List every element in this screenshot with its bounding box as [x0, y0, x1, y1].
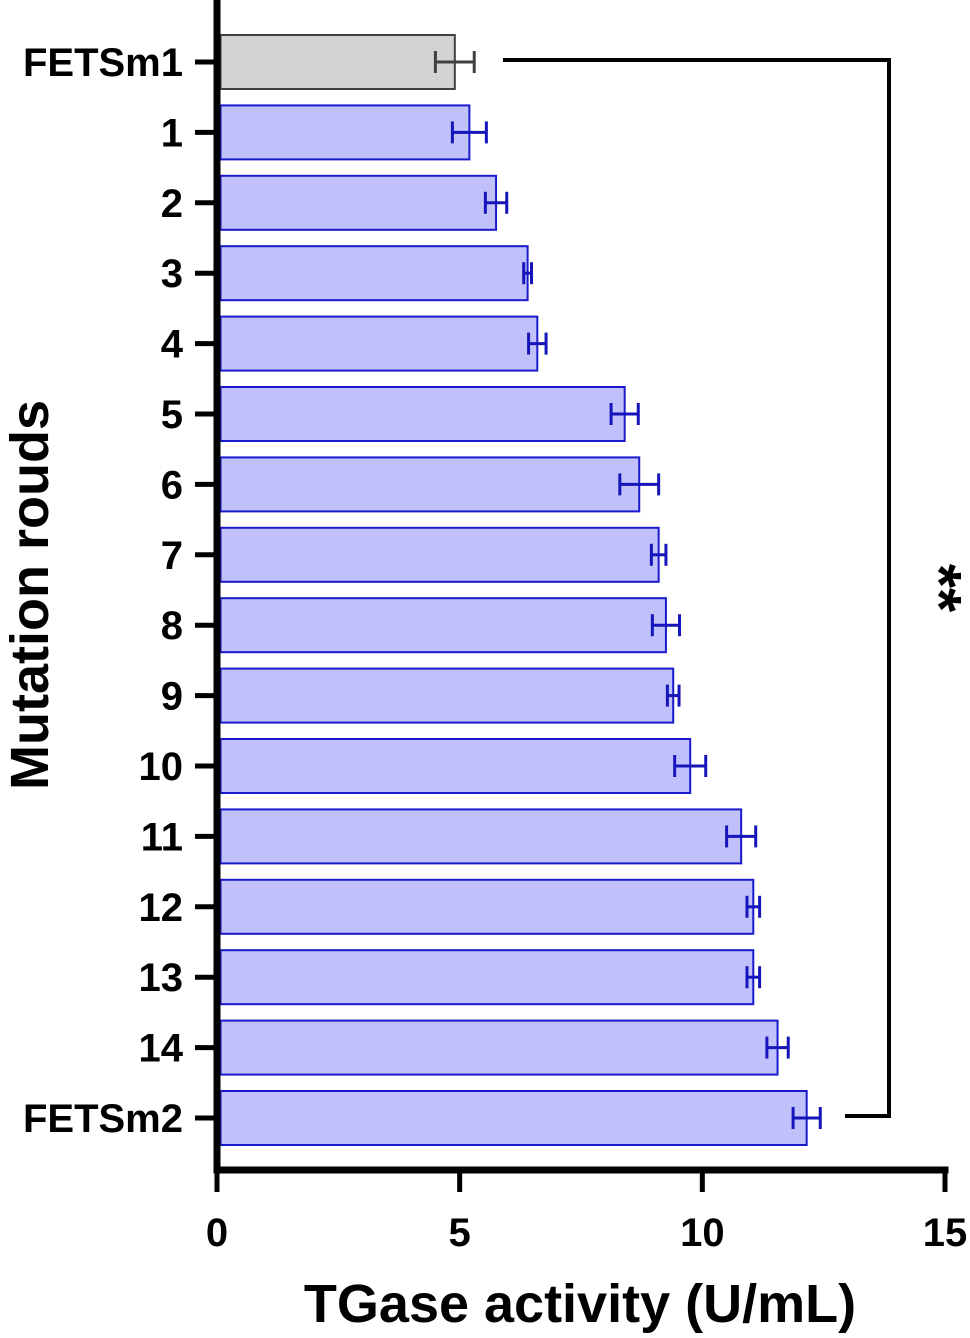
y-tick-label: 10: [139, 745, 184, 789]
y-tick-label: 14: [139, 1027, 184, 1071]
y-tick-label: 1: [161, 111, 183, 155]
y-tick-label: 8: [161, 604, 183, 648]
bar-2: [219, 174, 498, 231]
error-bar-6: [618, 473, 661, 496]
bar-3: [219, 245, 529, 302]
error-bar-FETSm2: [791, 1107, 822, 1129]
error-bar-12: [745, 895, 762, 918]
significance-bracket: [503, 58, 891, 1118]
y-tick-label: FETSm1: [23, 41, 183, 85]
bar-9: [219, 667, 675, 724]
y-tick-label: 3: [161, 252, 183, 296]
error-bars-group: [433, 51, 822, 1129]
error-bar-4: [527, 332, 548, 355]
bar-10: [219, 738, 692, 794]
error-bar-5: [609, 403, 640, 425]
error-bar-7: [649, 543, 668, 566]
y-tick-label: 4: [161, 323, 184, 367]
y-tick-label: 6: [161, 463, 183, 507]
bar-FETSm2: [219, 1090, 808, 1146]
y-tick-label: FETSm2: [23, 1097, 183, 1141]
y-axis-title: Mutation rouds: [0, 400, 60, 790]
error-bar-FETSm1: [433, 51, 476, 73]
bar-7: [219, 526, 660, 583]
bar-12: [219, 878, 755, 935]
significance-group: **: [503, 58, 970, 1118]
y-tick-label: 11: [141, 815, 183, 859]
bar-5: [219, 386, 626, 442]
bar-1: [219, 104, 471, 161]
significance-label: **: [904, 564, 970, 613]
error-bar-9: [665, 684, 681, 707]
error-bar-1: [450, 121, 488, 144]
bar-6: [219, 456, 641, 513]
y-tick-label: 9: [161, 675, 183, 719]
error-bar-13: [745, 966, 762, 989]
error-bar-2: [483, 191, 509, 214]
bar-11: [219, 808, 743, 865]
x-ticks-group: 0 5 10 15: [206, 1170, 967, 1255]
bar-13: [219, 949, 755, 1006]
bar-FETSm1: [219, 34, 456, 90]
error-bar-10: [673, 755, 708, 777]
y-tick-label: 7: [161, 534, 183, 578]
bar-14: [219, 1019, 779, 1076]
bar-4: [219, 315, 539, 372]
y-tick-label: 5: [161, 393, 183, 437]
bars-group: [219, 34, 808, 1146]
y-tick-label: 12: [139, 886, 184, 930]
x-tick-label: 10: [680, 1211, 725, 1255]
y-tick-label: 13: [139, 956, 184, 1000]
x-tick-label: 5: [449, 1211, 471, 1255]
x-tick-label: 15: [923, 1211, 968, 1255]
error-bar-11: [725, 825, 758, 848]
x-axis-title: TGase activity (U/mL): [304, 1274, 856, 1334]
bar-8: [219, 597, 667, 654]
y-tick-label: 2: [161, 182, 183, 226]
error-bar-14: [765, 1036, 790, 1059]
x-tick-label: 0: [206, 1211, 228, 1255]
error-bar-3: [522, 262, 533, 285]
error-bar-8: [650, 614, 682, 637]
